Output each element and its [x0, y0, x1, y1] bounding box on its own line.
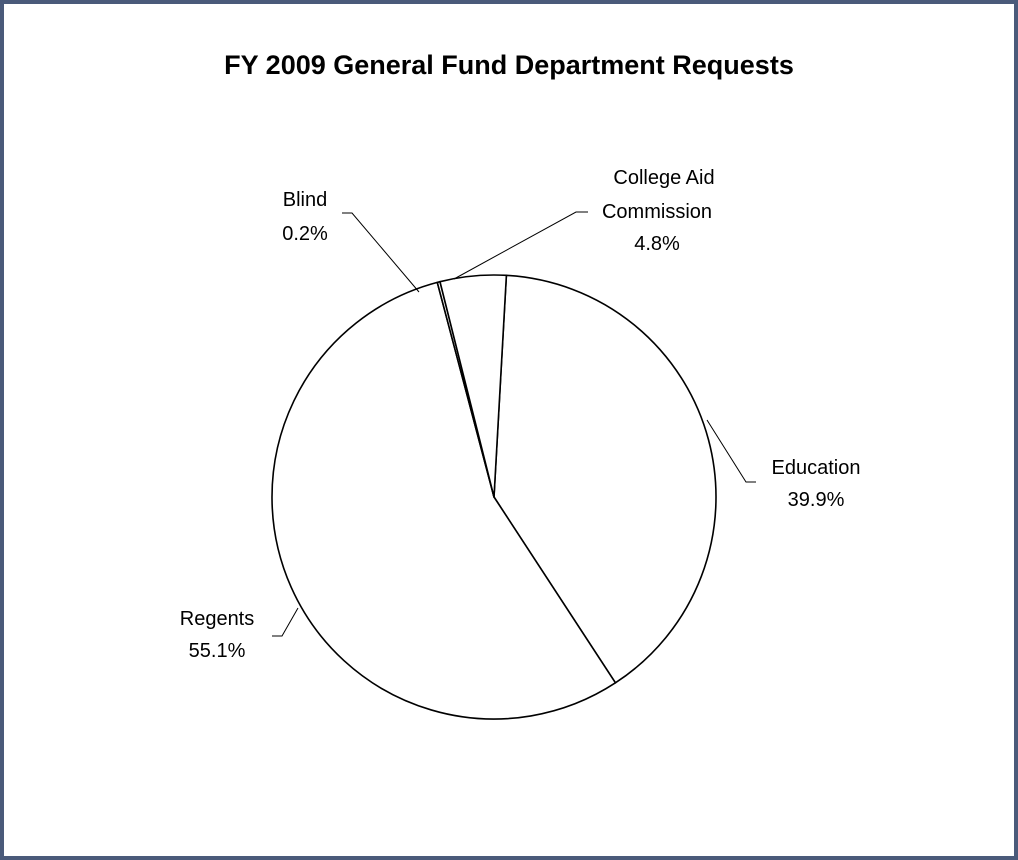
slice-value-label-college-aid-commission: 4.8%: [634, 233, 680, 255]
slice-value-label-regents: 55.1%: [189, 640, 246, 662]
slice-name-label-education: Education: [772, 457, 861, 479]
leader-line-college-aid-commission: [453, 211, 588, 280]
chart-title: FY 2009 General Fund Department Requests: [224, 50, 794, 80]
pie-slice-regents: [271, 281, 617, 720]
slice-name-label-blind: Blind: [283, 189, 327, 211]
leader-line-education: [706, 419, 756, 483]
slice-value-label-education: 39.9%: [788, 489, 845, 511]
slice-name-label-college-aid-commission: College Aid: [613, 167, 714, 189]
slice-name-label-college-aid-commission: Commission: [602, 201, 712, 223]
leader-line-blind: [342, 212, 420, 293]
slice-value-label-blind: 0.2%: [282, 223, 328, 245]
slice-name-label-regents: Regents: [180, 608, 255, 630]
leader-line-regents: [272, 607, 299, 637]
pie-slice-college-aid-commission: [439, 274, 508, 498]
